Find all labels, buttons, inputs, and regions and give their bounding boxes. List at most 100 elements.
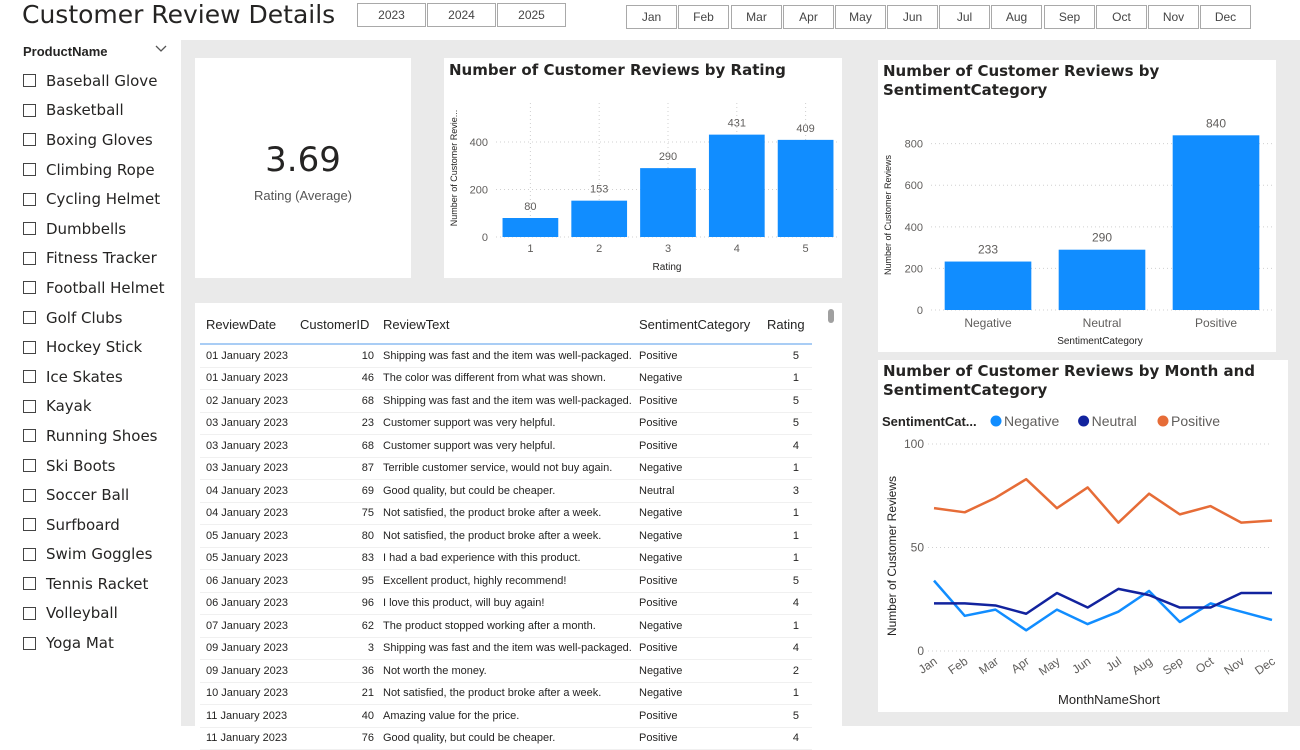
checkbox[interactable] bbox=[23, 548, 36, 561]
table-scrollbar[interactable] bbox=[828, 309, 834, 323]
checkbox[interactable] bbox=[23, 637, 36, 650]
month-button-mar[interactable]: Mar bbox=[731, 5, 782, 29]
y-tick-label: 200 bbox=[470, 185, 488, 197]
checkbox[interactable] bbox=[23, 518, 36, 531]
slicer-item[interactable]: Swim Goggles bbox=[23, 540, 173, 570]
slicer-item[interactable]: Ice Skates bbox=[23, 362, 173, 392]
checkbox[interactable] bbox=[23, 252, 36, 265]
slicer-item[interactable]: Running Shoes bbox=[23, 421, 173, 451]
x-tick-label: Sep bbox=[1160, 654, 1186, 678]
slicer-item[interactable]: Dumbbells bbox=[23, 214, 173, 244]
slicer-item[interactable]: Fitness Tracker bbox=[23, 244, 173, 274]
rating-chart-panel[interactable]: Number of Customer Reviews by Rating Num… bbox=[444, 58, 842, 278]
checkbox[interactable] bbox=[23, 133, 36, 146]
checkbox[interactable] bbox=[23, 222, 36, 235]
month-button-jan[interactable]: Jan bbox=[626, 5, 677, 29]
month-button-apr[interactable]: Apr bbox=[783, 5, 834, 29]
checkbox[interactable] bbox=[23, 459, 36, 472]
month-button-oct[interactable]: Oct bbox=[1096, 5, 1147, 29]
slicer-item[interactable]: Football Helmet bbox=[23, 273, 173, 303]
chevron-down-icon[interactable] bbox=[154, 42, 168, 56]
slicer-item[interactable]: Baseball Glove bbox=[23, 66, 173, 96]
cell-sentimentcategory: Negative bbox=[639, 462, 759, 474]
slicer-item-label: Basketball bbox=[46, 101, 124, 119]
month-button-dec[interactable]: Dec bbox=[1200, 5, 1251, 29]
y-axis-title: Number of Customer Reviews bbox=[883, 154, 893, 275]
year-button-2024[interactable]: 2024 bbox=[427, 3, 496, 27]
x-tick-label: 1 bbox=[527, 243, 533, 255]
column-header-reviewdate[interactable]: ReviewDate bbox=[200, 317, 296, 332]
slicer-item[interactable]: Cycling Helmet bbox=[23, 184, 173, 214]
year-button-2025[interactable]: 2025 bbox=[497, 3, 566, 27]
checkbox[interactable] bbox=[23, 489, 36, 502]
slicer-item[interactable]: Kayak bbox=[23, 392, 173, 422]
cell-rating: 4 bbox=[759, 597, 804, 609]
checkbox[interactable] bbox=[23, 577, 36, 590]
slicer-item[interactable]: Yoga Mat bbox=[23, 628, 173, 658]
slicer-item[interactable]: Climbing Rope bbox=[23, 155, 173, 185]
checkbox[interactable] bbox=[23, 341, 36, 354]
column-header-sentimentcategory[interactable]: SentimentCategory bbox=[639, 317, 759, 332]
slicer-item-label: Dumbbells bbox=[46, 220, 126, 238]
column-header-rating[interactable]: Rating bbox=[759, 317, 809, 332]
column-header-customerid[interactable]: CustomerID bbox=[296, 317, 383, 332]
month-button-sep[interactable]: Sep bbox=[1044, 5, 1095, 29]
month-button-may[interactable]: May bbox=[835, 5, 886, 29]
checkbox[interactable] bbox=[23, 429, 36, 442]
checkbox[interactable] bbox=[23, 163, 36, 176]
checkbox[interactable] bbox=[23, 74, 36, 87]
cell-rating: 4 bbox=[759, 732, 804, 744]
monthly-line-chart-panel[interactable]: Number of Customer Reviews by Month and … bbox=[878, 360, 1288, 712]
month-button-nov[interactable]: Nov bbox=[1148, 5, 1199, 29]
month-button-jun[interactable]: Jun bbox=[887, 5, 938, 29]
month-button-feb[interactable]: Feb bbox=[678, 5, 729, 29]
checkbox[interactable] bbox=[23, 607, 36, 620]
column-header-reviewtext[interactable]: ReviewText bbox=[383, 317, 639, 332]
sentiment-chart-panel[interactable]: Number of Customer Reviews by SentimentC… bbox=[878, 60, 1276, 352]
year-button-2023[interactable]: 2023 bbox=[357, 3, 426, 27]
cell-rating: 3 bbox=[759, 485, 804, 497]
checkbox[interactable] bbox=[23, 281, 36, 294]
month-button-jul[interactable]: Jul bbox=[939, 5, 990, 29]
kpi-card[interactable]: 3.69 Rating (Average) bbox=[195, 58, 411, 278]
cell-customerid: 69 bbox=[296, 485, 383, 497]
slicer-item[interactable]: Hockey Stick bbox=[23, 332, 173, 362]
checkbox[interactable] bbox=[23, 311, 36, 324]
slicer-item[interactable]: Tennis Racket bbox=[23, 569, 173, 599]
slicer-item[interactable]: Volleyball bbox=[23, 599, 173, 629]
slicer-item[interactable]: Soccer Ball bbox=[23, 480, 173, 510]
checkbox[interactable] bbox=[23, 104, 36, 117]
slicer-item[interactable]: Golf Clubs bbox=[23, 303, 173, 333]
slicer-item[interactable]: Surfboard bbox=[23, 510, 173, 540]
cell-rating: 1 bbox=[759, 552, 804, 564]
bar bbox=[571, 201, 627, 237]
month-button-aug[interactable]: Aug bbox=[991, 5, 1042, 29]
slicer-item[interactable]: Ski Boots bbox=[23, 451, 173, 481]
slicer-item[interactable]: Basketball bbox=[23, 96, 173, 126]
x-tick-label: Feb bbox=[945, 654, 970, 678]
cell-sentimentcategory: Positive bbox=[639, 597, 759, 609]
bar bbox=[709, 135, 765, 237]
checkbox[interactable] bbox=[23, 400, 36, 413]
checkbox[interactable] bbox=[23, 193, 36, 206]
checkbox[interactable] bbox=[23, 370, 36, 383]
slicer-item[interactable]: Boxing Gloves bbox=[23, 125, 173, 155]
